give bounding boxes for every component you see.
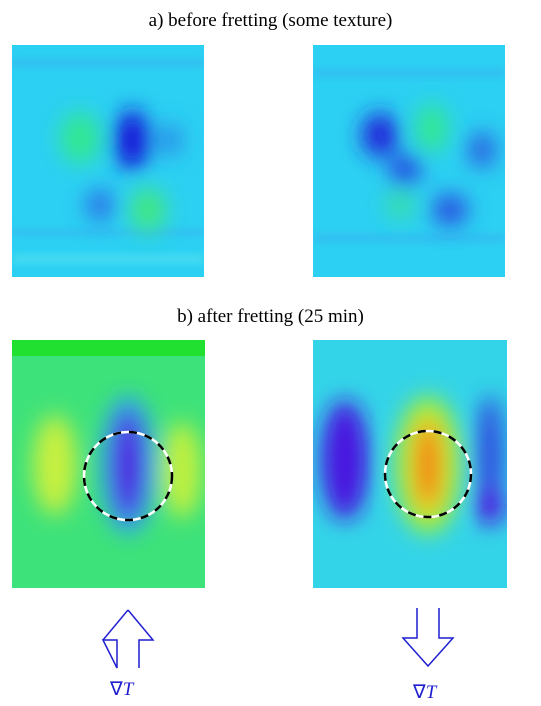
gradient-label: ∇T [413,681,436,704]
variable: T [425,682,437,703]
heatmap [313,340,507,588]
caption: a) before fretting (some texture) [148,10,393,31]
gradient-label: ∇T [110,678,133,701]
contact-circle [82,430,174,522]
heatmap [313,45,505,277]
arrow-down [401,608,455,668]
symbol: ∇ [413,682,426,703]
heatmap [12,45,204,277]
symbol: ∇ [110,679,123,700]
arrow-up [102,609,129,641]
variable: T [122,679,134,700]
contact-circle [383,429,473,519]
heatmap [12,340,205,588]
caption: b) after fretting (25 min) [177,306,364,327]
arrow-up [101,609,155,669]
